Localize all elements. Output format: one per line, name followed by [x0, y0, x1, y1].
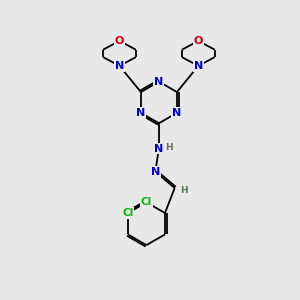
Text: Cl: Cl — [122, 208, 134, 218]
Text: N: N — [115, 61, 124, 71]
Text: N: N — [136, 108, 146, 118]
Text: H: H — [166, 143, 173, 152]
Text: N: N — [154, 76, 164, 87]
Text: O: O — [115, 36, 124, 46]
Text: Cl: Cl — [141, 197, 152, 207]
Text: N: N — [194, 61, 203, 71]
Text: H: H — [181, 186, 188, 195]
Text: N: N — [151, 167, 160, 177]
Text: N: N — [172, 108, 182, 118]
Text: N: N — [154, 143, 164, 154]
Text: O: O — [194, 36, 203, 46]
